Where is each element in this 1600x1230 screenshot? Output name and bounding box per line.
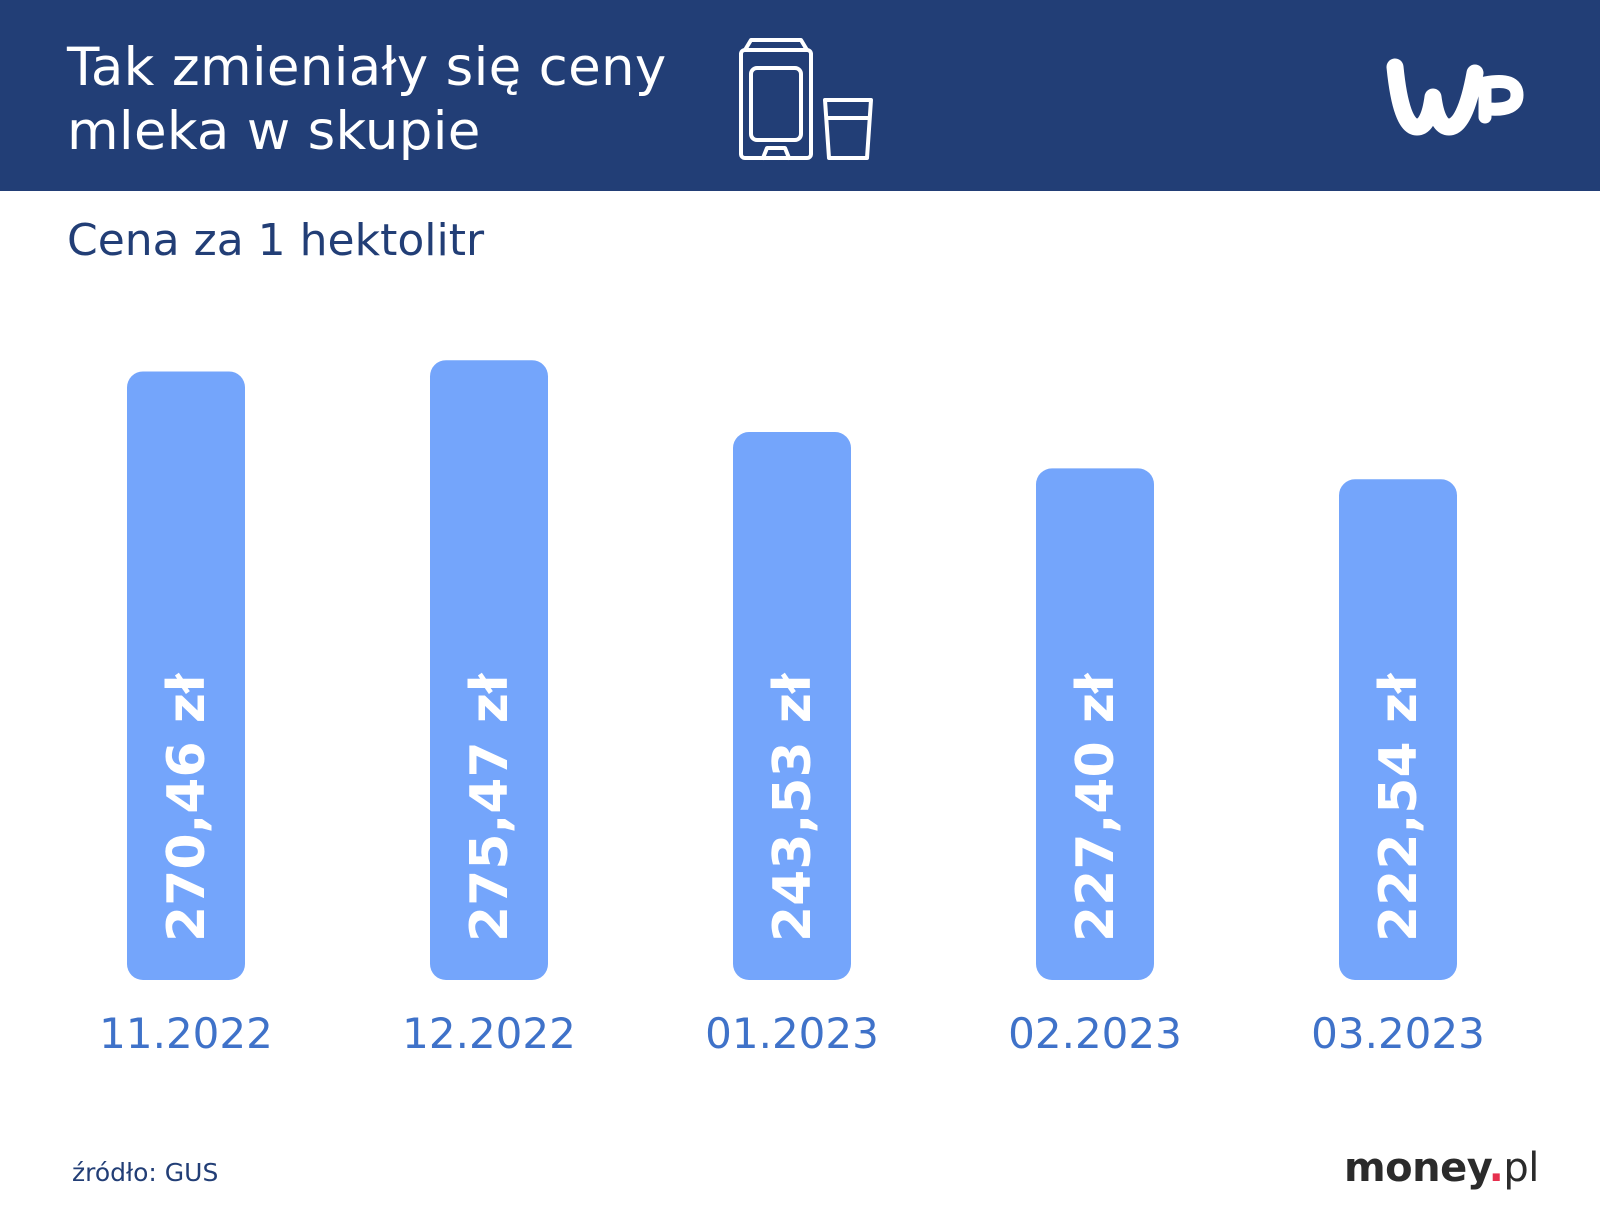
header-banner: Tak zmieniały się ceny mleka w skupie xyxy=(0,0,1600,191)
title-line-1: Tak zmieniały się ceny xyxy=(67,37,667,98)
x-tick-label: 11.2022 xyxy=(99,1009,273,1058)
bar-value-label: 270,46 zł xyxy=(157,672,217,942)
bar-03.2023 xyxy=(1339,479,1457,980)
brand-tld: pl xyxy=(1503,1145,1539,1191)
bar-value-label: 222,54 zł xyxy=(1369,672,1429,942)
x-tick-label: 03.2023 xyxy=(1311,1009,1485,1058)
chart-subtitle: Cena za 1 hektolitr xyxy=(67,215,485,266)
bar-12.2022 xyxy=(430,360,548,980)
bar-value-label: 227,40 zł xyxy=(1066,672,1126,942)
bar-01.2023 xyxy=(733,432,851,980)
title-line-2: mleka w skupie xyxy=(67,101,481,162)
bar-11.2022 xyxy=(127,371,245,981)
brand-main: money xyxy=(1344,1145,1489,1191)
bar-02.2023 xyxy=(1036,468,1154,980)
source-note: źródło: GUS xyxy=(72,1158,219,1187)
brand-logo: money.pl xyxy=(1344,1145,1539,1191)
wp-logo xyxy=(1386,58,1524,136)
x-tick-label: 02.2023 xyxy=(1008,1009,1182,1058)
x-tick-label: 12.2022 xyxy=(402,1009,576,1058)
bar-value-label: 275,47 zł xyxy=(460,672,520,942)
bar-chart: 270,46 zł 11.2022 275,47 zł 12.2022 243,53 z… xyxy=(99,360,1485,1058)
chart-title: Tak zmieniały się ceny mleka w skupie xyxy=(67,36,727,164)
x-tick-label: 01.2023 xyxy=(705,1009,879,1058)
milk-carton-glass-icon xyxy=(739,38,873,160)
bar-value-label: 243,53 zł xyxy=(763,672,823,942)
brand-dot: . xyxy=(1488,1145,1504,1191)
